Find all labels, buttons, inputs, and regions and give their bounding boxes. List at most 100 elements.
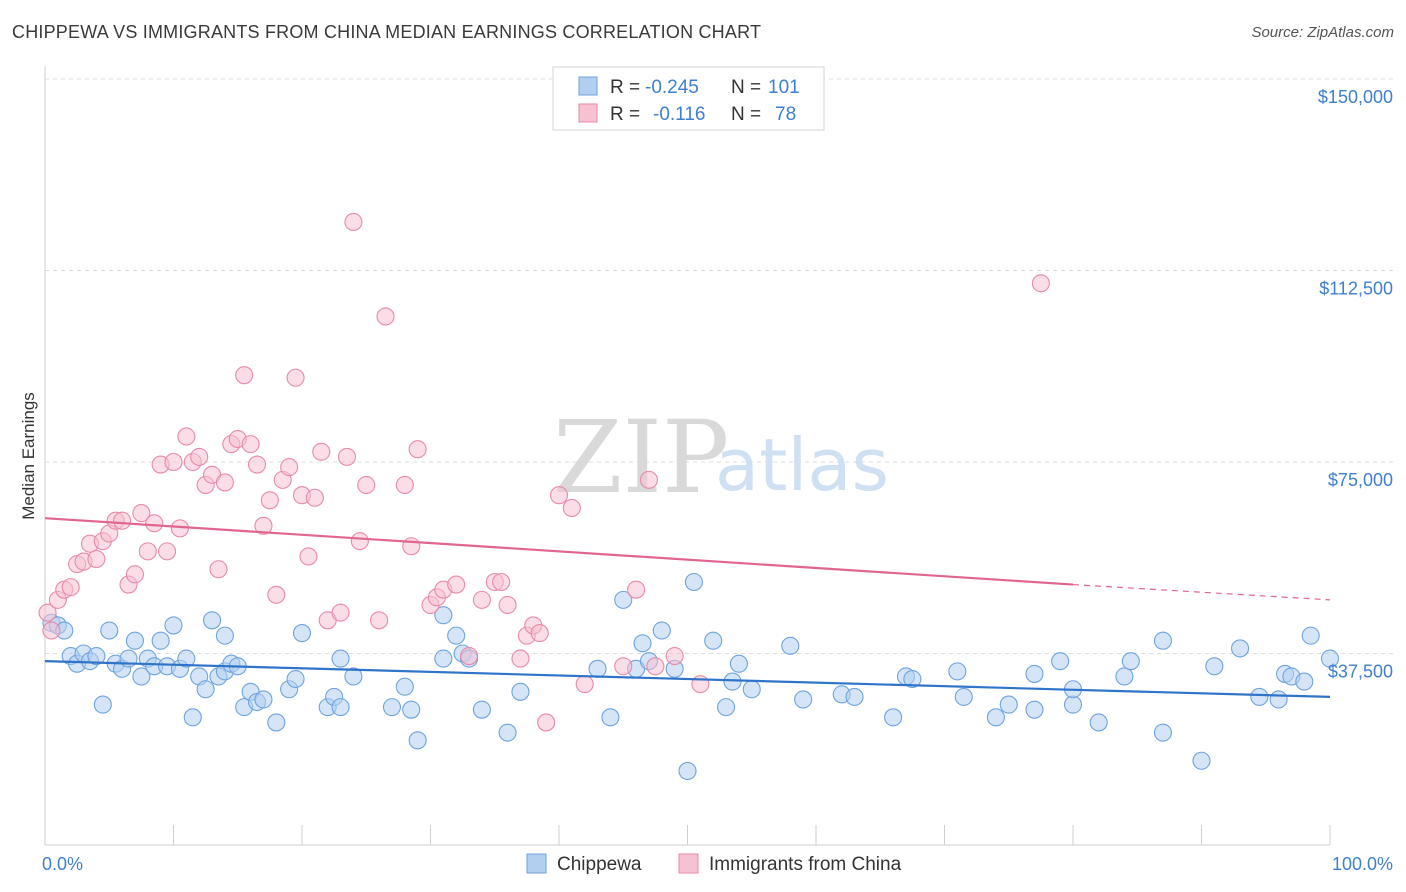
china-point-21 <box>170 519 189 538</box>
bottom-legend-swatch-chippewa <box>526 853 547 874</box>
chippewa-point-68 <box>723 672 742 691</box>
trend-line-china-extension <box>1072 583 1331 601</box>
chippewa-point-42 <box>331 698 350 717</box>
china-point-19 <box>158 542 177 561</box>
china-point-63 <box>498 595 517 615</box>
series-chippewa-points <box>42 572 1340 781</box>
chippewa-point-17 <box>151 631 170 650</box>
legend-swatch-china <box>578 103 598 123</box>
china-point-45 <box>331 603 350 622</box>
china-point-50 <box>370 611 389 630</box>
chippewa-point-77 <box>903 669 922 689</box>
china-point-59 <box>459 647 479 666</box>
chippewa-point-100 <box>1301 626 1320 645</box>
china-point-43 <box>312 442 331 461</box>
china-point-8 <box>87 549 106 569</box>
chippewa-point-88 <box>1115 667 1134 686</box>
china-point-17 <box>145 514 164 533</box>
chippewa-point-53 <box>472 700 491 719</box>
chippewa-point-69 <box>729 654 748 673</box>
china-point-53 <box>402 537 421 556</box>
legend-r-value-0: -0.245 <box>645 77 699 98</box>
china-point-39 <box>286 368 305 387</box>
china-point-52 <box>395 475 414 495</box>
chippewa-point-70 <box>742 680 761 699</box>
china-point-14 <box>125 565 144 584</box>
china-point-73 <box>627 580 646 599</box>
chippewa-point-67 <box>716 698 736 717</box>
legend-n-label-1: N = <box>731 104 761 125</box>
chippewa-point-34 <box>254 690 273 709</box>
china-point-1 <box>42 621 61 640</box>
china-point-76 <box>665 647 684 666</box>
chippewa-point-92 <box>1192 751 1211 770</box>
china-point-62 <box>492 572 511 592</box>
chippewa-point-62 <box>652 621 671 640</box>
china-point-75 <box>646 657 665 676</box>
chippewa-point-8 <box>93 695 112 714</box>
china-point-70 <box>562 498 581 518</box>
china-point-4 <box>61 578 80 597</box>
series-china-points <box>38 212 1050 732</box>
china-point-20 <box>164 452 183 472</box>
chippewa-point-82 <box>1025 664 1044 683</box>
chippewa-point-49 <box>434 606 453 625</box>
china-point-68 <box>537 713 556 732</box>
china-point-22 <box>177 427 196 446</box>
trend-line-china <box>44 517 1074 586</box>
axes <box>44 66 1331 846</box>
chippewa-point-74 <box>845 687 864 706</box>
legend-swatch-chippewa <box>578 76 598 96</box>
legend-r-value-1: -0.116 <box>653 104 705 125</box>
chippewa-point-78 <box>948 662 967 681</box>
china-point-35 <box>260 491 279 510</box>
watermark-zip: ZIP <box>553 399 729 516</box>
chippewa-point-60 <box>633 634 652 653</box>
china-point-42 <box>305 488 324 507</box>
china-point-60 <box>472 590 491 609</box>
chippewa-point-24 <box>196 680 215 699</box>
chippewa-point-90 <box>1153 723 1172 742</box>
x-tick-label-end: 100.0% <box>1332 854 1393 874</box>
china-point-47 <box>344 212 363 232</box>
china-point-33 <box>247 455 267 474</box>
chart-title: CHIPPEWA VS IMMIGRANTS FROM CHINA MEDIAN… <box>12 22 762 42</box>
china-point-74 <box>639 470 659 489</box>
china-point-49 <box>357 475 376 495</box>
y-tick-label-1: $75,000 <box>1328 470 1393 490</box>
chippewa-point-65 <box>684 572 703 592</box>
chippewa-point-9 <box>100 621 119 640</box>
china-point-64 <box>511 649 530 668</box>
trend-lines <box>44 517 1331 699</box>
china-point-27 <box>209 560 228 579</box>
chippewa-point-19 <box>164 616 183 635</box>
china-point-38 <box>280 458 299 477</box>
chippewa-point-95 <box>1250 687 1269 706</box>
y-axis-label: Median Earnings <box>19 392 38 520</box>
chippewa-point-37 <box>286 669 305 689</box>
x-tick-label-start: 0.0% <box>42 854 83 874</box>
y-tick-label-3: $150,000 <box>1318 87 1393 107</box>
chippewa-point-25 <box>203 611 222 630</box>
legend-r-label-1: R = <box>610 104 640 125</box>
chippewa-point-50 <box>447 626 466 645</box>
china-point-41 <box>299 547 318 566</box>
chippewa-point-21 <box>177 649 196 668</box>
chippewa-point-89 <box>1121 652 1140 671</box>
chippewa-point-43 <box>344 667 363 686</box>
chippewa-point-48 <box>434 649 453 668</box>
chippewa-point-66 <box>704 631 723 650</box>
legend-r-label-0: R = <box>610 77 640 98</box>
watermark-atlas: atlas <box>715 423 889 507</box>
china-point-69 <box>549 486 569 505</box>
y-tick-label-2: $112,500 <box>1319 279 1393 299</box>
bottom-legend-china: Immigrants from China <box>709 854 902 875</box>
chippewa-point-85 <box>1063 695 1083 714</box>
legend-n-value-0: 101 <box>768 77 800 98</box>
series-legend: Chippewa Immigrants from China <box>526 853 902 875</box>
legend-n-label-0: N = <box>731 77 761 98</box>
chippewa-point-22 <box>183 708 202 727</box>
chippewa-point-41 <box>331 649 350 668</box>
chippewa-point-94 <box>1231 639 1250 658</box>
